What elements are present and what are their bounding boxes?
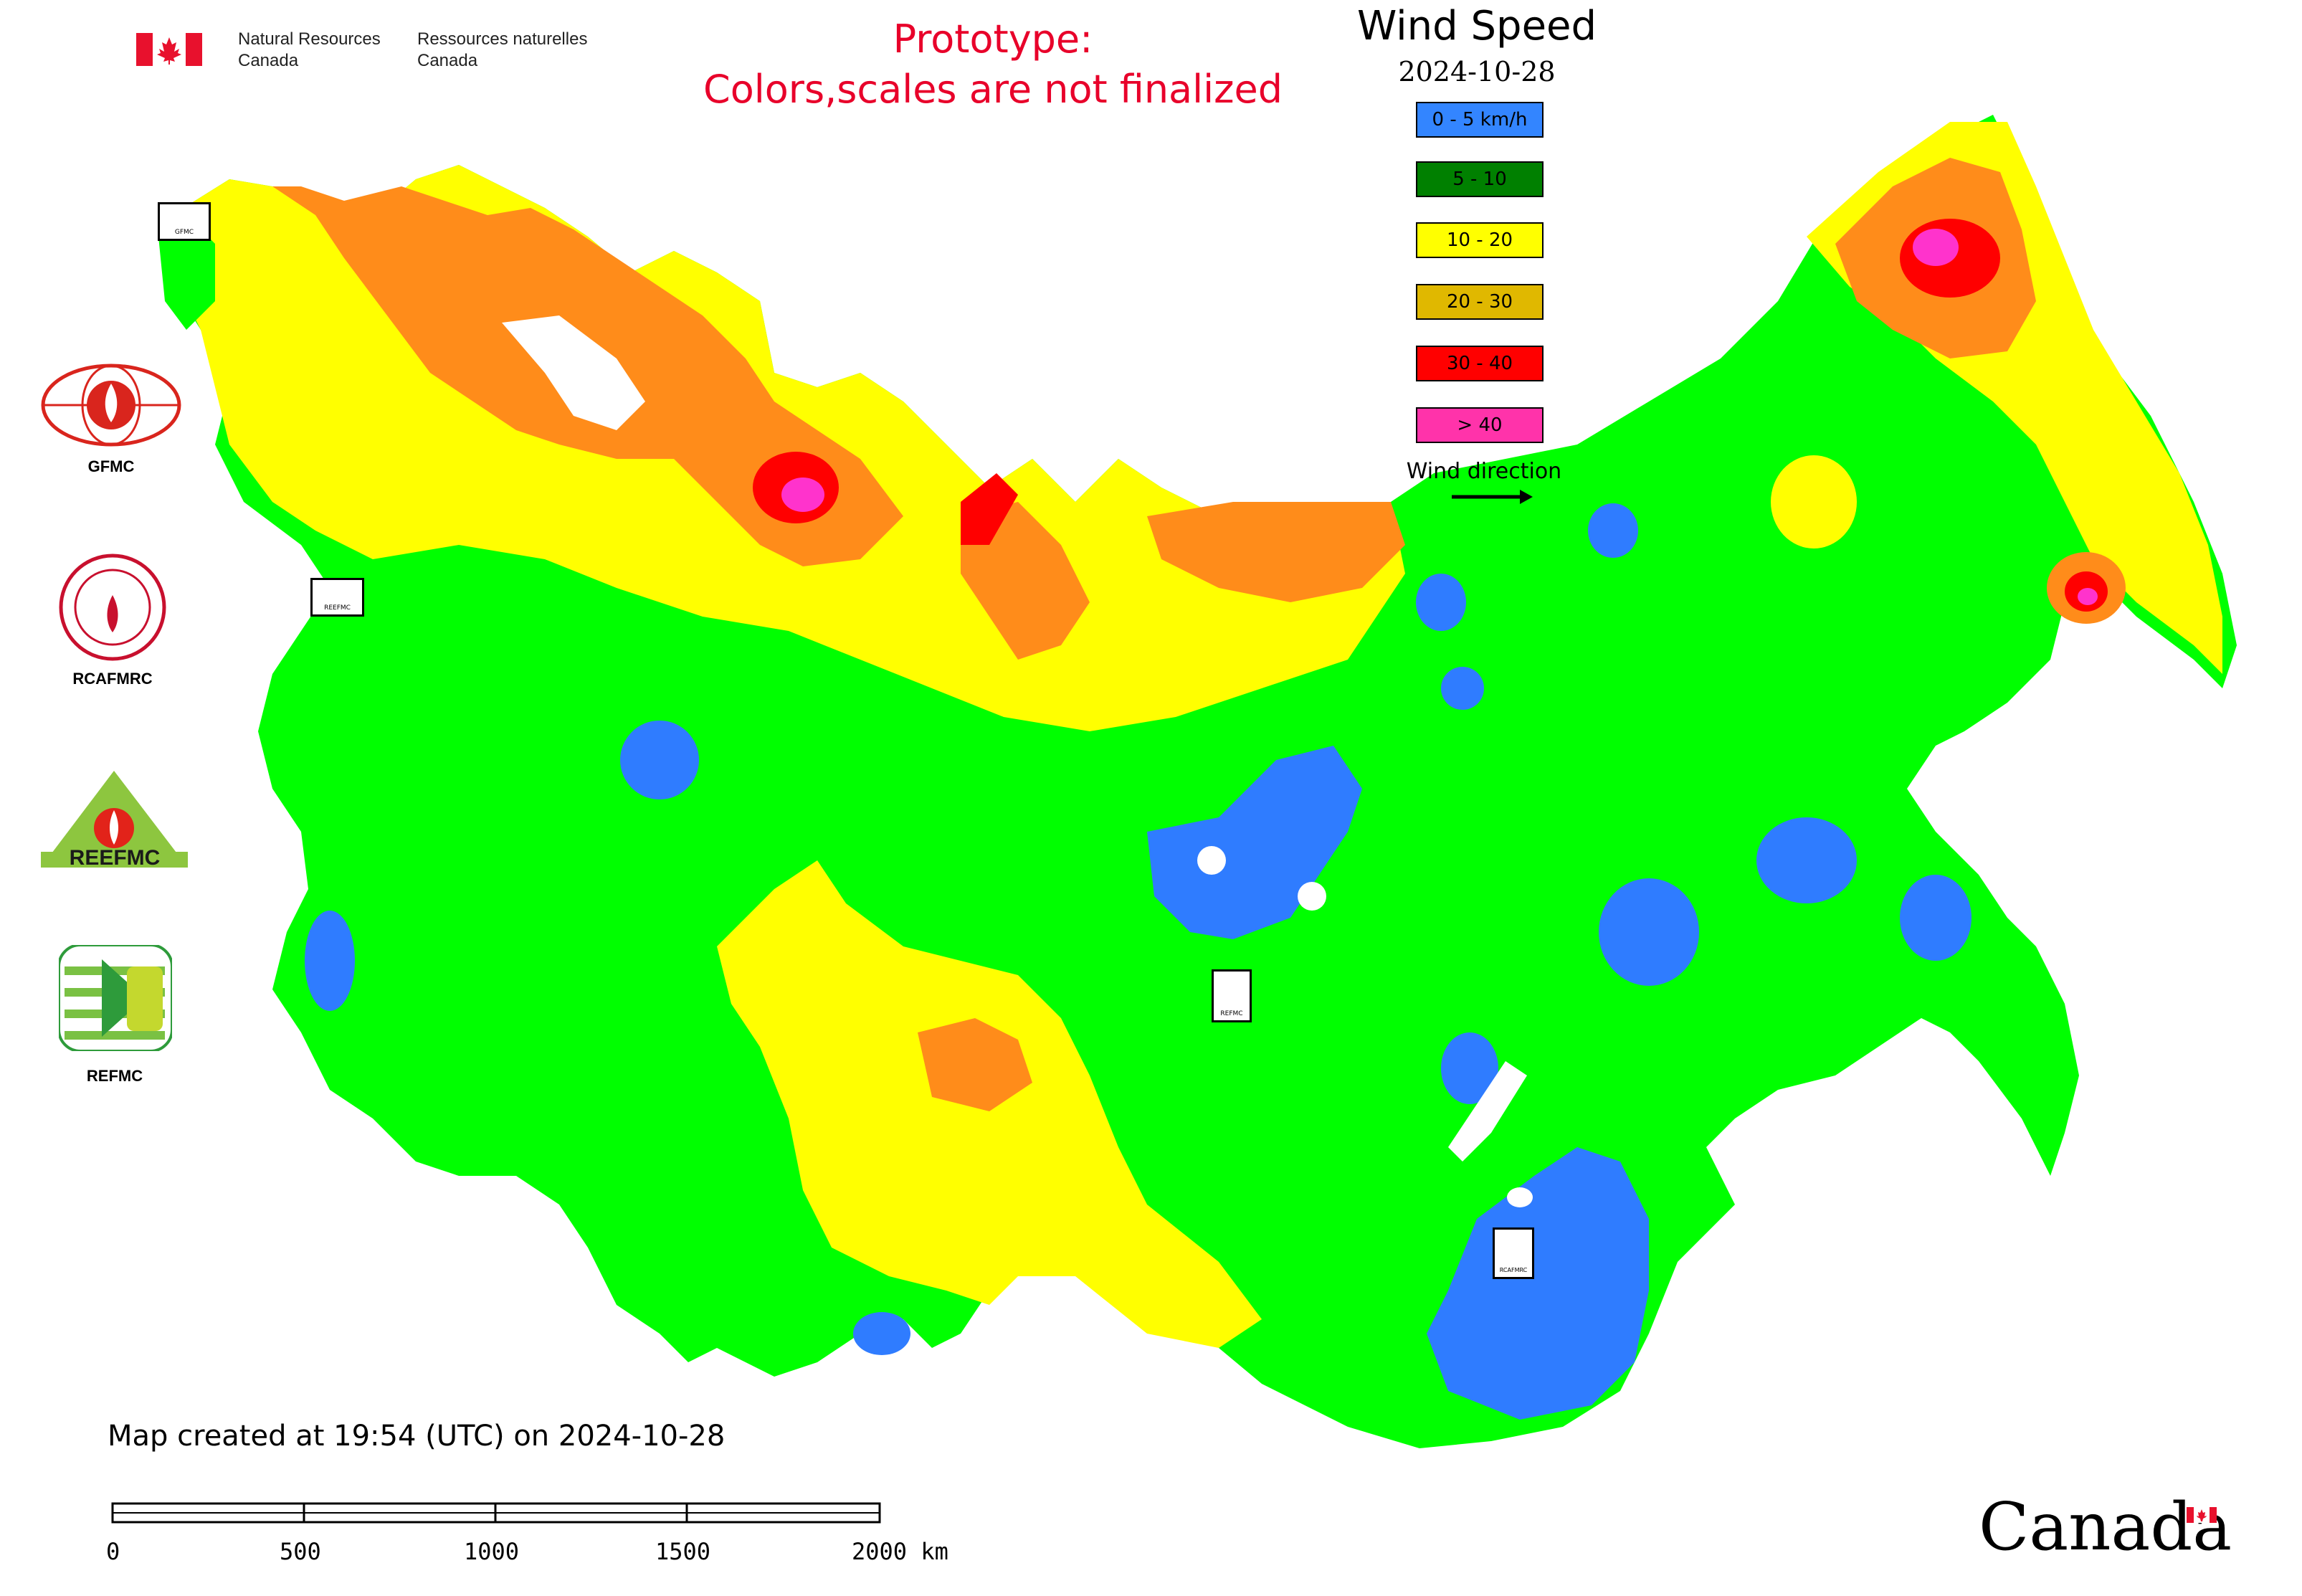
nrcan-en-line1: Natural Resources [238,29,381,49]
zone-fresh-taimyr [1147,502,1405,602]
scale-tick-0: 0 [106,1538,120,1565]
zone-calm-e1 [1756,817,1857,903]
partner-label-rcafmrc: RCAFMRC [72,670,153,688]
rcafmrc-logo-icon [59,554,166,661]
partner-label-gfmc: GFMC [87,457,135,475]
map-marker-gfmc[interactable]: GFMC [158,202,211,241]
zone-calm-n3 [1441,667,1484,710]
canada-flag-icon [136,33,202,66]
scale-tick-2000: 2000 km [852,1538,948,1565]
map-title: Wind Speed [1356,3,1597,49]
reefmc-logo-icon [41,771,188,868]
scale-bar: 0 500 1000 1500 2000 km [106,1495,968,1581]
partner-label-refmc: REFMC [86,1067,143,1085]
nrcan-signature: Natural Resources Canada Ressources natu… [136,29,609,79]
zone-calm-n4 [1441,1032,1498,1104]
refmc-logo-icon [59,945,172,1051]
scale-tick-1000: 1000 [464,1538,520,1565]
prototype-line2: Colors,scales are not finalized [703,67,1283,112]
legend-item-0: 0 - 5 km/h [1416,102,1544,138]
zone-gale-chukotka [1913,229,1959,266]
legend-item-1: 5 - 10 [1416,161,1544,197]
zone-calm-w2 [620,721,699,799]
canada-wordmark-text: Canada [1979,1488,2232,1565]
lake-1 [1197,846,1226,875]
map-marker-refmc[interactable]: REFMC [1212,969,1252,1022]
canada-wordmark: Canada [1979,1484,2232,1570]
legend-item-3: 20 - 30 [1416,284,1544,320]
lake-3 [1507,1187,1533,1207]
legend-item-2: 10 - 20 [1416,222,1544,258]
map-created-note: Map created at 19:54 (UTC) on 2024-10-28 [108,1420,726,1453]
prototype-line1: Prototype: [893,16,1093,62]
legend-item-5: > 40 [1416,407,1544,443]
zone-fresh-central [918,1018,1032,1111]
zone-calm-n2 [1588,503,1638,558]
zone-gale-kamchatka [2078,588,2098,605]
zone-calm-w1 [305,911,355,1011]
zone-calm-e3 [1900,875,1972,961]
wind-direction-arrow-icon [1452,490,1533,504]
zone-calm-e2 [1599,878,1699,986]
legend-item-4: 30 - 40 [1416,346,1544,381]
scale-bar-graphic [111,1502,881,1524]
map-marker-reefmc[interactable]: REEFMC [310,578,364,617]
zone-calm-n1 [1416,574,1466,631]
nrcan-en-line2: Canada [238,51,299,70]
scale-tick-1500: 1500 [655,1538,711,1565]
map-date: 2024-10-28 [1398,56,1556,87]
zone-moderate-yakutia [1771,455,1857,548]
scale-tick-500: 500 [280,1538,321,1565]
zone-fresh-yamal [961,502,1090,660]
white-sea [502,315,645,430]
nrcan-fr-line1: Ressources naturelles [417,29,588,49]
zone-strong-novaya [961,473,1018,545]
wind-direction-label: Wind direction [1406,459,1562,484]
gfmc-logo-icon [41,364,181,447]
wordmark-flag-icon [2187,1507,2217,1523]
lake-baikal [1448,1061,1527,1162]
zone-light-greenland [158,215,215,330]
lake-2 [1298,882,1326,911]
zone-calm-w3 [853,1312,910,1355]
zone-calm-baikal [1427,1147,1649,1420]
zone-gale-kola [781,478,824,512]
map-marker-rcafmrc[interactable]: RCAFMRC [1493,1227,1534,1279]
prototype-note: Prototype: Colors,scales are not finaliz… [631,14,1355,115]
partner-label-reefmc: REEFMC [69,846,161,870]
nrcan-fr-line2: Canada [417,51,478,70]
